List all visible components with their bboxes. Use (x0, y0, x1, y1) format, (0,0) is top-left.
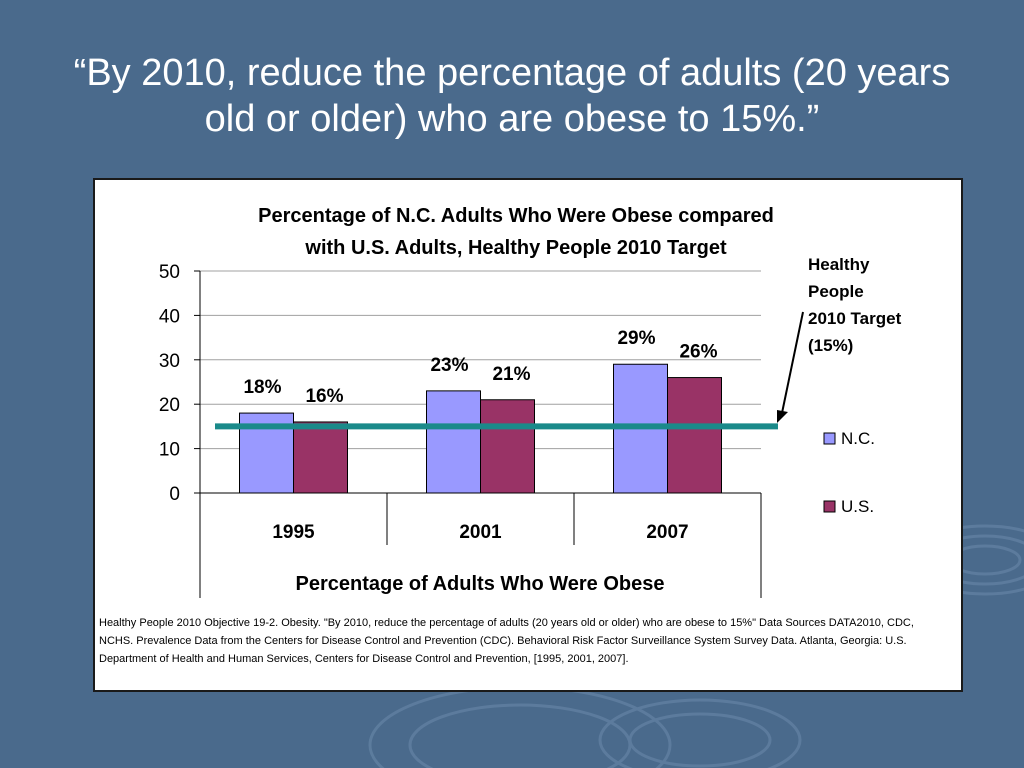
y-tick-label: 50 (159, 262, 180, 283)
target-label-line: Healthy (808, 255, 870, 274)
legend-label: N.C. (841, 429, 875, 448)
target-label-line: 2010 Target (808, 309, 902, 328)
y-tick-label: 20 (159, 395, 180, 416)
target-label-line: People (808, 282, 864, 301)
data-label: 16% (305, 386, 343, 407)
y-tick-label: 10 (159, 440, 180, 461)
x-tick-label: 2001 (459, 522, 502, 543)
target-arrow-head (777, 410, 788, 423)
data-label: 23% (430, 355, 468, 376)
bar-us-2001 (480, 399, 535, 494)
bar-nc-2001 (426, 390, 481, 494)
y-tick-label: 40 (159, 306, 180, 327)
chart-panel: Percentage of N.C. Adults Who Were Obese… (93, 178, 963, 692)
target-label-line: (15%) (808, 336, 853, 355)
source-note: Healthy People 2010 Objective 19-2. Obes… (99, 617, 914, 665)
chart-title-line1: Percentage of N.C. Adults Who Were Obese… (258, 205, 774, 227)
x-tick-label: 2007 (646, 522, 688, 543)
bar-us-1995 (293, 421, 348, 494)
y-tick-label: 30 (159, 351, 180, 372)
bar-chart: Percentage of N.C. Adults Who Were Obese… (159, 205, 902, 598)
x-tick-label: 1995 (272, 522, 315, 543)
legend-swatch-nc (823, 432, 836, 445)
x-axis-title: Percentage of Adults Who Were Obese (296, 573, 665, 595)
data-label: 18% (243, 377, 281, 398)
data-label: 29% (617, 328, 655, 349)
slide-title: “By 2010, reduce the percentage of adult… (73, 52, 951, 140)
chart-title-line2: with U.S. Adults, Healthy People 2010 Ta… (304, 237, 727, 259)
y-tick-label: 0 (169, 484, 180, 505)
data-label: 21% (492, 364, 530, 385)
bar-us-2007 (667, 377, 722, 494)
data-label: 26% (679, 342, 717, 363)
legend-label: U.S. (841, 497, 874, 516)
target-arrow (781, 311, 804, 414)
legend-swatch-us (823, 500, 836, 513)
